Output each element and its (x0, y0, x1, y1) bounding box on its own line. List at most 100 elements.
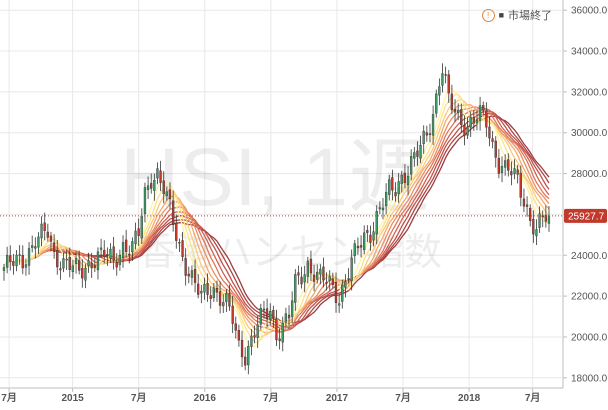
candle-body (538, 213, 541, 228)
candle-body (394, 192, 397, 197)
candle-body (159, 170, 162, 183)
candle-body (532, 218, 535, 235)
time-tick-label: 7月 (263, 392, 279, 404)
last-price-tag: 25927.7 (564, 208, 607, 223)
candle-body (240, 340, 244, 358)
candle-body (193, 268, 197, 283)
candle-body (419, 144, 422, 159)
candle-body (209, 295, 212, 299)
time-tick-label: 2018 (458, 393, 481, 404)
candle-body (96, 251, 100, 271)
time-tick-label: 2016 (194, 393, 217, 404)
candle-body (325, 282, 328, 284)
candle-body (203, 284, 206, 293)
candle-body (350, 257, 353, 281)
candle-body (441, 73, 444, 86)
candle-body (37, 236, 40, 248)
candle-body (475, 120, 479, 124)
candle-body (103, 250, 106, 257)
candle-body (435, 93, 438, 114)
candle-body (99, 247, 103, 250)
time-axis[interactable]: 7月 2015 7月 2016 7月 2017 7月 2018 7月 (1, 388, 540, 404)
warning-icon[interactable]: ! (481, 8, 495, 22)
candle-body (234, 323, 237, 331)
candle-body (218, 291, 222, 306)
square-icon: ■ (498, 10, 504, 20)
candle-body (250, 335, 253, 347)
candle-body (178, 241, 181, 244)
candle-body (121, 242, 125, 258)
candle-body (391, 177, 394, 191)
candle-body (153, 179, 156, 191)
candle-body (109, 248, 112, 259)
candle-body (225, 292, 228, 303)
candle-body (300, 276, 303, 285)
candle-body (422, 130, 425, 144)
candle-body (115, 262, 118, 268)
candle-body (529, 207, 532, 221)
candle-body (375, 211, 378, 235)
candle-body (385, 192, 388, 206)
candle-body (450, 93, 453, 111)
candle-body (59, 268, 62, 271)
candle-body (46, 231, 50, 238)
market-status-text: 市場終了 (508, 10, 552, 22)
candle-body (347, 278, 350, 280)
price-tick-label: 28000.0 (571, 169, 608, 180)
watermark-symbol: HSI, 1週 (120, 132, 430, 223)
candle-body (303, 274, 306, 283)
candle-body (196, 283, 200, 295)
price-axis[interactable]: 18000.020000.022000.024000.026000.028000… (563, 6, 608, 385)
candle-body (149, 183, 153, 189)
candle-body (222, 302, 225, 307)
candle-body (90, 262, 93, 269)
candle-body (457, 109, 460, 113)
candle-body (494, 140, 497, 158)
candle-body (513, 168, 516, 175)
candle-body (359, 245, 363, 248)
candle-body (341, 284, 344, 302)
candle-body (247, 346, 250, 366)
candle-body (485, 110, 488, 128)
candle-body (12, 261, 15, 266)
candle-body (444, 74, 447, 76)
candle-body (156, 168, 159, 179)
candle-body (212, 287, 215, 299)
candle-body (49, 235, 53, 242)
candle-body (87, 260, 90, 267)
candle-body (84, 267, 87, 281)
last-price-label: 25927.7 (568, 211, 605, 222)
candle-body (544, 214, 548, 222)
candle-body (507, 159, 510, 171)
candle-body (27, 248, 31, 266)
candle-body (165, 191, 168, 197)
candle-body (328, 276, 331, 281)
candle-body (294, 274, 297, 303)
candle-body (68, 257, 71, 270)
candle-body (406, 175, 410, 186)
candle-body (237, 330, 240, 341)
candle-body (275, 318, 278, 341)
candle-body (488, 126, 491, 139)
candle-body (344, 281, 347, 288)
candle-body (466, 126, 469, 136)
candle-body (181, 240, 184, 257)
candle-body (262, 308, 266, 311)
candle-body (171, 200, 175, 226)
candle-body (112, 246, 115, 261)
time-tick-label: 7月 (395, 392, 411, 404)
candle-body (331, 278, 334, 285)
market-status[interactable]: ! ■ 市場終了 (481, 7, 552, 23)
candle-body (259, 308, 262, 325)
time-tick-label: 2017 (326, 393, 349, 404)
time-tick-label: 7月 (131, 392, 147, 404)
candle-body (535, 229, 538, 237)
candle-body (413, 152, 416, 159)
price-tick-label: 24000.0 (571, 251, 608, 262)
candle-body (56, 249, 59, 268)
candle-body (500, 166, 504, 173)
candle-body (278, 338, 281, 341)
candle-body (15, 254, 18, 267)
